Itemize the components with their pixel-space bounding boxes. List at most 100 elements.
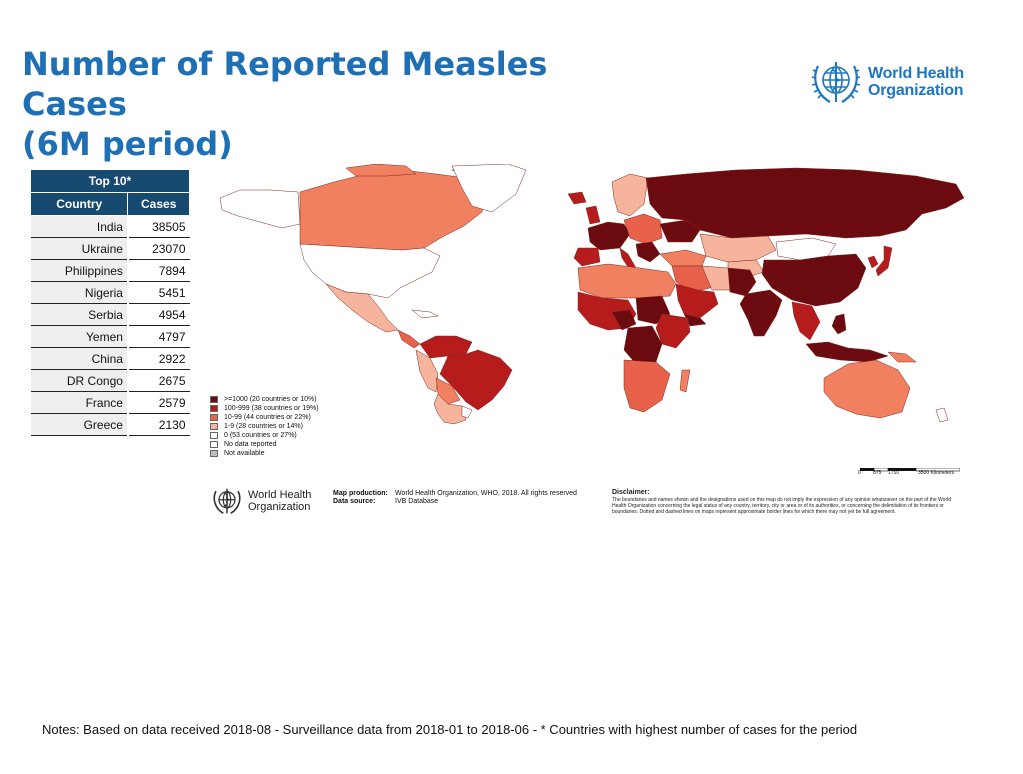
legend-swatch	[210, 432, 218, 439]
table-row: India 38505	[30, 215, 190, 238]
top10-title: Top 10*	[30, 169, 190, 193]
legend-label: 0 (53 countries or 27%)	[224, 432, 297, 439]
disclaimer: Disclaimer: The boundaries and names sho…	[612, 489, 962, 515]
legend-label: Not available	[224, 450, 265, 457]
scale-label: 0	[858, 470, 861, 476]
map-legend: >=1000 (20 countries or 10%) 100-999 (38…	[210, 395, 319, 458]
case-count: 4797	[127, 325, 190, 348]
scale-label: 1750	[888, 470, 900, 476]
table-row: Greece 2130	[30, 413, 190, 436]
scale-label: 875	[873, 470, 882, 476]
region-peru-ecuador	[415, 349, 439, 393]
region-new-zealand	[935, 407, 949, 423]
region-colombia-venezuela	[419, 335, 473, 359]
case-count: 2579	[127, 391, 190, 414]
region-argentina-chile	[433, 393, 467, 424]
legend-item: 0 (53 countries or 27%)	[210, 431, 319, 440]
region-southeast-asia	[791, 301, 821, 341]
region-australia	[823, 359, 911, 419]
who-wordmark-line1: World Health	[248, 489, 312, 501]
region-indonesia	[805, 341, 889, 363]
who-wordmark-line1: World Health	[868, 65, 964, 82]
table-row: Nigeria 5451	[30, 281, 190, 304]
region-usa	[299, 243, 441, 299]
case-count: 2675	[127, 369, 190, 392]
column-header-cases: Cases	[127, 192, 190, 216]
region-western-europe	[587, 221, 631, 251]
region-balkans	[635, 241, 661, 263]
case-count: 23070	[127, 237, 190, 260]
case-count: 7894	[127, 259, 190, 282]
table-row: Philippines 7894	[30, 259, 190, 282]
region-scandinavia	[611, 173, 649, 217]
country-name: Yemen	[30, 325, 129, 348]
scale-bar	[860, 468, 960, 472]
country-name: India	[30, 215, 129, 238]
table-row: DR Congo 2675	[30, 369, 190, 392]
scale-label: 3500 Kilometers	[918, 470, 955, 476]
map-credits: Map production: World Health Organization…	[333, 490, 577, 506]
region-china	[761, 253, 867, 307]
country-name: Nigeria	[30, 281, 129, 304]
region-central-europe	[623, 213, 663, 245]
legend-swatch	[210, 450, 218, 457]
case-count: 4954	[127, 303, 190, 326]
legend-swatch	[210, 423, 218, 430]
footer-notes: Notes: Based on data received 2018-08 - …	[42, 722, 858, 737]
region-madagascar	[679, 369, 691, 393]
region-dr-congo	[623, 325, 663, 365]
country-name: DR Congo	[30, 369, 129, 392]
title-line-1: Number of Reported Measles Cases	[22, 45, 548, 123]
case-count: 38505	[127, 215, 190, 238]
legend-item: Not available	[210, 449, 319, 458]
title-line-2: (6M period)	[22, 125, 233, 163]
region-uruguay	[461, 405, 473, 419]
region-afghanistan-pakistan	[727, 267, 757, 297]
region-central-america	[397, 329, 421, 349]
region-kazakhstan	[699, 233, 777, 263]
region-japan-korea	[867, 245, 893, 277]
country-name: Ukraine	[30, 237, 129, 260]
region-philippines	[831, 313, 847, 335]
region-arabia	[675, 283, 719, 319]
who-logo: World Health Organization	[808, 56, 964, 108]
region-greenland	[451, 164, 527, 213]
legend-label: 1-9 (28 countries or 14%)	[224, 423, 303, 430]
region-north-africa	[577, 263, 677, 299]
disclaimer-text: The boundaries and names shown and the d…	[612, 497, 952, 515]
who-wordmark-line2: Organization	[248, 501, 311, 513]
who-wordmark: World Health Organization	[868, 65, 964, 99]
who-logo-bottom: World Health Organization	[209, 485, 311, 517]
legend-swatch	[210, 405, 218, 412]
table-row: Ukraine 23070	[30, 237, 190, 260]
legend-swatch	[210, 396, 218, 403]
country-name: China	[30, 347, 129, 370]
region-turkey	[659, 249, 707, 267]
table-row: Yemen 4797	[30, 325, 190, 348]
table-row: China 2922	[30, 347, 190, 370]
country-name: Serbia	[30, 303, 129, 326]
legend-swatch	[210, 414, 218, 421]
case-count: 2130	[127, 413, 190, 436]
legend-item: 1-9 (28 countries or 14%)	[210, 422, 319, 431]
region-iberia	[573, 247, 601, 267]
who-wordmark-line2: Organization	[868, 82, 964, 99]
production-value: World Health Organization, WHO, 2018. Al…	[395, 490, 577, 497]
country-name: France	[30, 391, 129, 414]
legend-item: >=1000 (20 countries or 10%)	[210, 395, 319, 404]
top10-table: Top 10* Country Cases India 38505 Ukraine…	[29, 169, 190, 436]
source-label: Data source:	[333, 498, 376, 505]
legend-label: >=1000 (20 countries or 10%)	[224, 396, 317, 403]
legend-item: 100-999 (38 countries or 19%)	[210, 404, 319, 413]
who-emblem-icon	[811, 62, 861, 103]
case-count: 5451	[127, 281, 190, 304]
disclaimer-heading: Disclaimer:	[612, 489, 650, 496]
legend-item: 10-99 (44 countries or 22%)	[210, 413, 319, 422]
legend-label: 10-99 (44 countries or 22%)	[224, 414, 311, 421]
case-count: 2922	[127, 347, 190, 370]
column-header-country: Country	[29, 192, 129, 216]
production-label: Map production:	[333, 490, 388, 497]
legend-label: No data reported	[224, 441, 277, 448]
region-caribbean	[411, 309, 439, 319]
legend-item: No data reported	[210, 440, 319, 449]
